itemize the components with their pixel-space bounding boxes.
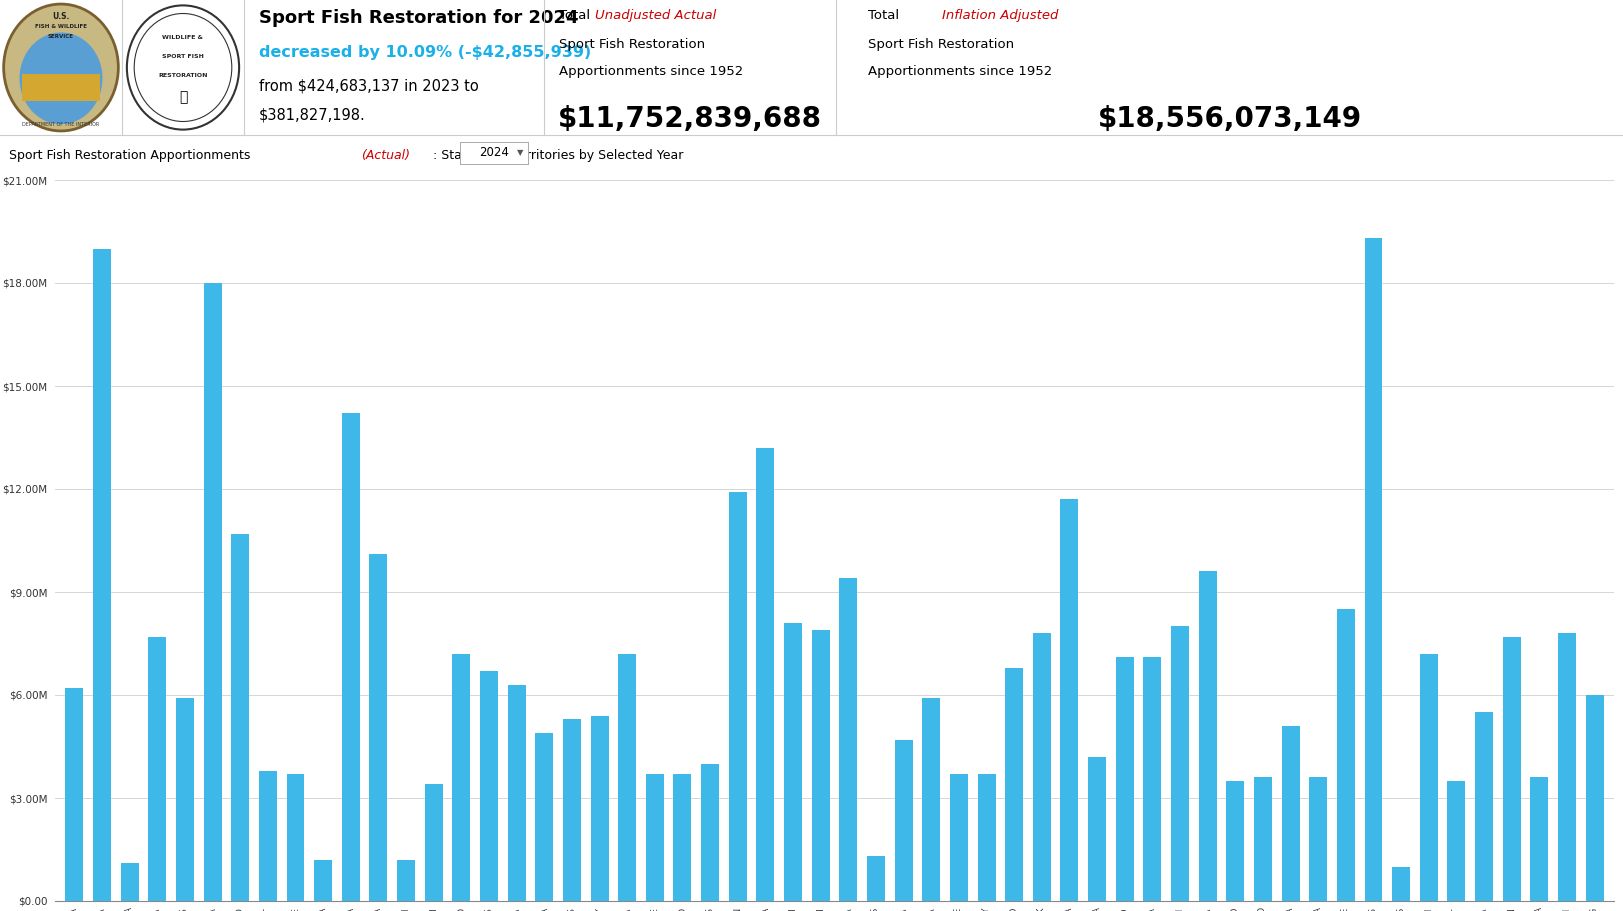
Bar [922, 699, 940, 901]
Text: Total: Total [558, 9, 594, 23]
Text: Inflation Adjusted: Inflation Adjusted [941, 9, 1058, 23]
Bar [120, 864, 138, 901]
Text: SERVICE: SERVICE [49, 34, 75, 39]
Text: Sport Fish Restoration for 2024: Sport Fish Restoration for 2024 [258, 9, 578, 27]
Bar [591, 716, 609, 901]
Bar [756, 448, 774, 901]
Text: (Actual): (Actual) [360, 148, 409, 161]
Text: Sport Fish Restoration: Sport Fish Restoration [867, 37, 1013, 51]
Bar [508, 685, 526, 901]
Bar [1087, 757, 1105, 901]
Bar [812, 630, 829, 901]
Bar [175, 699, 193, 901]
Text: ▼: ▼ [516, 148, 523, 158]
Bar [1143, 657, 1160, 901]
Bar [1446, 781, 1464, 901]
Bar [894, 740, 912, 901]
Bar [1556, 633, 1574, 901]
Bar [396, 860, 415, 901]
Bar [536, 732, 553, 901]
Text: U.S.: U.S. [52, 12, 70, 21]
Bar [1281, 726, 1298, 901]
Bar [453, 654, 471, 901]
Circle shape [127, 5, 239, 129]
Text: Apportionments since 1952: Apportionments since 1952 [867, 65, 1052, 77]
Circle shape [19, 33, 102, 124]
Text: Apportionments since 1952: Apportionments since 1952 [558, 65, 742, 77]
Bar [1363, 239, 1381, 901]
Bar [1529, 777, 1547, 901]
Text: decreased by 10.09% (-$42,855,939): decreased by 10.09% (-$42,855,939) [258, 45, 591, 59]
Text: 🦌: 🦌 [179, 90, 187, 104]
Bar [1225, 781, 1243, 901]
Bar [949, 774, 967, 901]
Bar [618, 654, 636, 901]
Bar [1336, 609, 1354, 901]
Bar [203, 283, 221, 901]
Bar [1060, 499, 1078, 901]
Bar [674, 774, 691, 901]
Text: $11,752,839,688: $11,752,839,688 [558, 106, 821, 133]
Text: 2024: 2024 [479, 147, 508, 159]
Bar [1115, 657, 1133, 901]
Bar [23, 75, 101, 101]
Text: WILDLIFE &: WILDLIFE & [162, 36, 203, 40]
Circle shape [135, 14, 232, 121]
Bar [1419, 654, 1436, 901]
Text: Unadjusted Actual: Unadjusted Actual [594, 9, 716, 23]
Bar [341, 414, 360, 901]
Bar [1005, 668, 1022, 901]
Bar [1253, 777, 1271, 901]
Text: FISH & WILDLIFE: FISH & WILDLIFE [36, 25, 88, 29]
Bar [425, 784, 443, 901]
Text: Sport Fish Restoration Apportionments: Sport Fish Restoration Apportionments [10, 148, 255, 161]
Text: RESTORATION: RESTORATION [157, 73, 208, 78]
Text: DEPARTMENT OF THE INTERIOR: DEPARTMENT OF THE INTERIOR [23, 122, 99, 127]
Bar [784, 623, 802, 901]
Bar [646, 774, 664, 901]
Bar [1584, 695, 1602, 901]
Bar [286, 774, 304, 901]
Bar [701, 763, 719, 901]
Bar [1391, 866, 1409, 901]
Bar [1198, 571, 1216, 901]
Text: : States and Territories by Selected Year: : States and Territories by Selected Yea… [433, 148, 683, 161]
Bar [563, 719, 581, 901]
Bar [368, 554, 388, 901]
Bar [867, 856, 885, 901]
Bar [258, 771, 276, 901]
Bar [1474, 712, 1492, 901]
Bar [65, 688, 83, 901]
Bar [977, 774, 995, 901]
Text: Sport Fish Restoration: Sport Fish Restoration [558, 37, 704, 51]
Text: from $424,683,137 in 2023 to: from $424,683,137 in 2023 to [258, 78, 479, 93]
Bar [729, 493, 747, 901]
Circle shape [3, 4, 118, 131]
Bar [480, 671, 498, 901]
Text: Total: Total [867, 9, 902, 23]
Bar [93, 249, 110, 901]
Bar [148, 637, 166, 901]
Text: $18,556,073,149: $18,556,073,149 [1097, 106, 1362, 133]
Bar [1501, 637, 1519, 901]
Bar [1032, 633, 1050, 901]
Bar [230, 534, 248, 901]
Bar [1308, 777, 1326, 901]
Text: SPORT FISH: SPORT FISH [162, 54, 204, 59]
Bar [839, 578, 857, 901]
Bar [1170, 627, 1188, 901]
Bar [313, 860, 333, 901]
Text: $381,827,198.: $381,827,198. [258, 108, 365, 123]
